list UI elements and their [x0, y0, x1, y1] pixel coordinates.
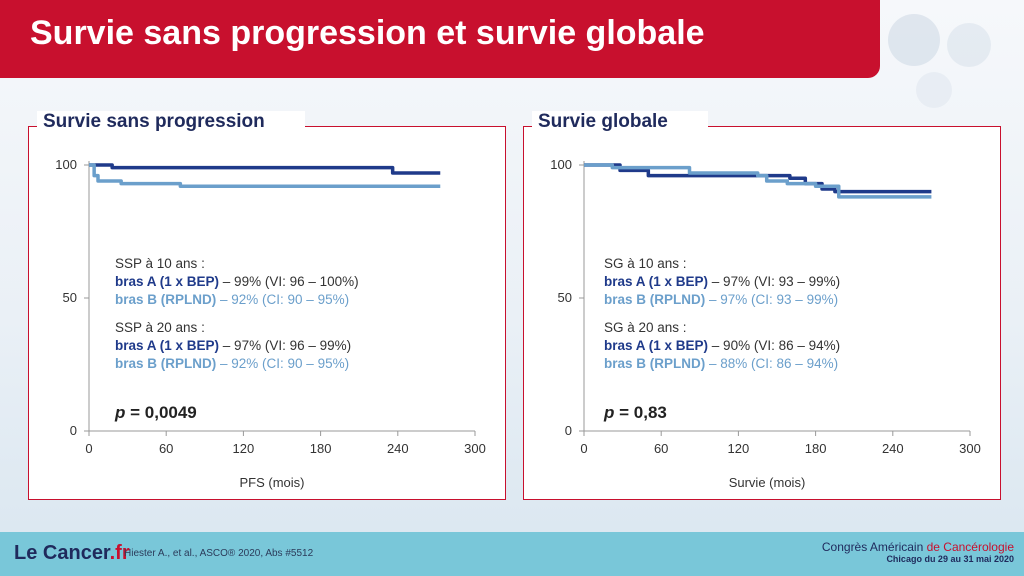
os-chart-title: Survie globale	[532, 111, 708, 133]
pfs-20y-arm-a-label: bras A (1 x BEP)	[115, 338, 220, 353]
lecancer-logo[interactable]: Le Cancer.fr	[14, 542, 130, 564]
os-x-tick-label: 120	[728, 441, 750, 456]
pfs-20y-heading: SSP à 20 ans :	[115, 320, 205, 335]
pfs-10y-arm-a-value: – 99% (VI: 96 – 100%)	[219, 274, 359, 289]
pfs-p-value: p = 0,0049	[115, 403, 197, 422]
os-x-tick-label: 60	[654, 441, 668, 456]
title-banner: Survie sans progression et survie global…	[0, 0, 880, 78]
pfs-20y-arm-b-value: – 92% (CI: 90 – 95%)	[216, 356, 350, 371]
pfs-10y-arm-a-label: bras A (1 x BEP)	[115, 274, 220, 289]
pfs-x-tick-label: 120	[233, 441, 255, 456]
os-annotation: SG à 10 ans : bras A (1 x BEP) – 97% (VI…	[604, 255, 840, 373]
os-x-tick-label: 0	[580, 441, 587, 456]
slide-title: Survie sans progression et survie global…	[30, 14, 705, 52]
os-chart: 0 60 120 180 240 300 0 50 100 Survie (mois)	[550, 157, 981, 490]
os-20y-arm-a-label: bras A (1 x BEP)	[604, 338, 709, 353]
os-y-tick-label: 100	[550, 157, 572, 172]
os-p-value: p = 0,83	[604, 403, 667, 422]
os-20y-arm-b-label: bras B (RPLND)	[604, 356, 706, 371]
pfs-y-tick-label: 50	[63, 290, 77, 305]
pfs-panel: Survie sans progression 0 60 120 180 240 300 0…	[28, 111, 506, 500]
pfs-x-tick-label: 0	[85, 441, 92, 456]
pfs-10y-arm-b-value: – 92% (CI: 90 – 95%)	[216, 292, 350, 307]
os-10y-arm-a-label: bras A (1 x BEP)	[604, 274, 709, 289]
pfs-chart: 0 60 120 180 240 300 0 50 100 PFS (mois)	[55, 157, 486, 490]
pfs-x-tick-label: 300	[464, 441, 486, 456]
pfs-20y-arm-b-label: bras B (RPLND)	[115, 356, 217, 371]
os-y-tick-label: 0	[565, 423, 572, 438]
pfs-10y-heading: SSP à 10 ans :	[115, 256, 205, 271]
os-x-axis-label: Survie (mois)	[729, 475, 806, 490]
os-series-arm-a-line	[584, 163, 932, 194]
os-x-tick-label: 180	[805, 441, 827, 456]
pfs-chart-title: Survie sans progression	[37, 111, 305, 133]
os-x-tick-label: 300	[959, 441, 981, 456]
pfs-20y-arm-a-value: – 97% (VI: 96 – 99%)	[219, 338, 352, 353]
os-10y-arm-b-value: – 97% (CI: 93 – 99%)	[705, 292, 839, 307]
pfs-10y-arm-b-label: bras B (RPLND)	[115, 292, 217, 307]
footer: Le Cancer.fr Hiester A., et al., ASCO® 2…	[0, 532, 1024, 576]
os-series-arm-b-line	[584, 163, 932, 199]
pfs-x-tick-label: 60	[159, 441, 173, 456]
os-10y-heading: SG à 10 ans :	[604, 256, 687, 271]
os-x-tick-label: 240	[882, 441, 904, 456]
os-y-tick-label: 50	[558, 290, 572, 305]
os-10y-arm-a-value: – 97% (VI: 93 – 99%)	[708, 274, 841, 289]
os-20y-heading: SG à 20 ans :	[604, 320, 687, 335]
congress-label: Congrès Américain de Cancérologie Chicag…	[821, 540, 1014, 564]
pfs-x-axis-label: PFS (mois)	[240, 475, 305, 490]
reference-citation: Hiester A., et al., ASCO® 2020, Abs #551…	[124, 548, 314, 559]
pfs-series-arm-b-line	[89, 163, 441, 189]
pfs-x-tick-label: 180	[310, 441, 332, 456]
pfs-y-tick-label: 0	[70, 423, 77, 438]
pfs-annotation: SSP à 10 ans : bras A (1 x BEP) – 99% (V…	[115, 255, 359, 373]
pfs-series-arm-a-line	[89, 163, 441, 175]
pfs-y-tick-label: 100	[55, 157, 77, 172]
os-10y-arm-b-label: bras B (RPLND)	[604, 292, 706, 307]
os-panel: Survie globale 0 60 120 180 240 300 0 50 100 Surv…	[523, 111, 1001, 500]
os-20y-arm-a-value: – 90% (VI: 86 – 94%)	[708, 338, 841, 353]
os-20y-arm-b-value: – 88% (CI: 86 – 94%)	[705, 356, 839, 371]
decorative-cell-image	[888, 14, 991, 108]
pfs-x-tick-label: 240	[387, 441, 409, 456]
